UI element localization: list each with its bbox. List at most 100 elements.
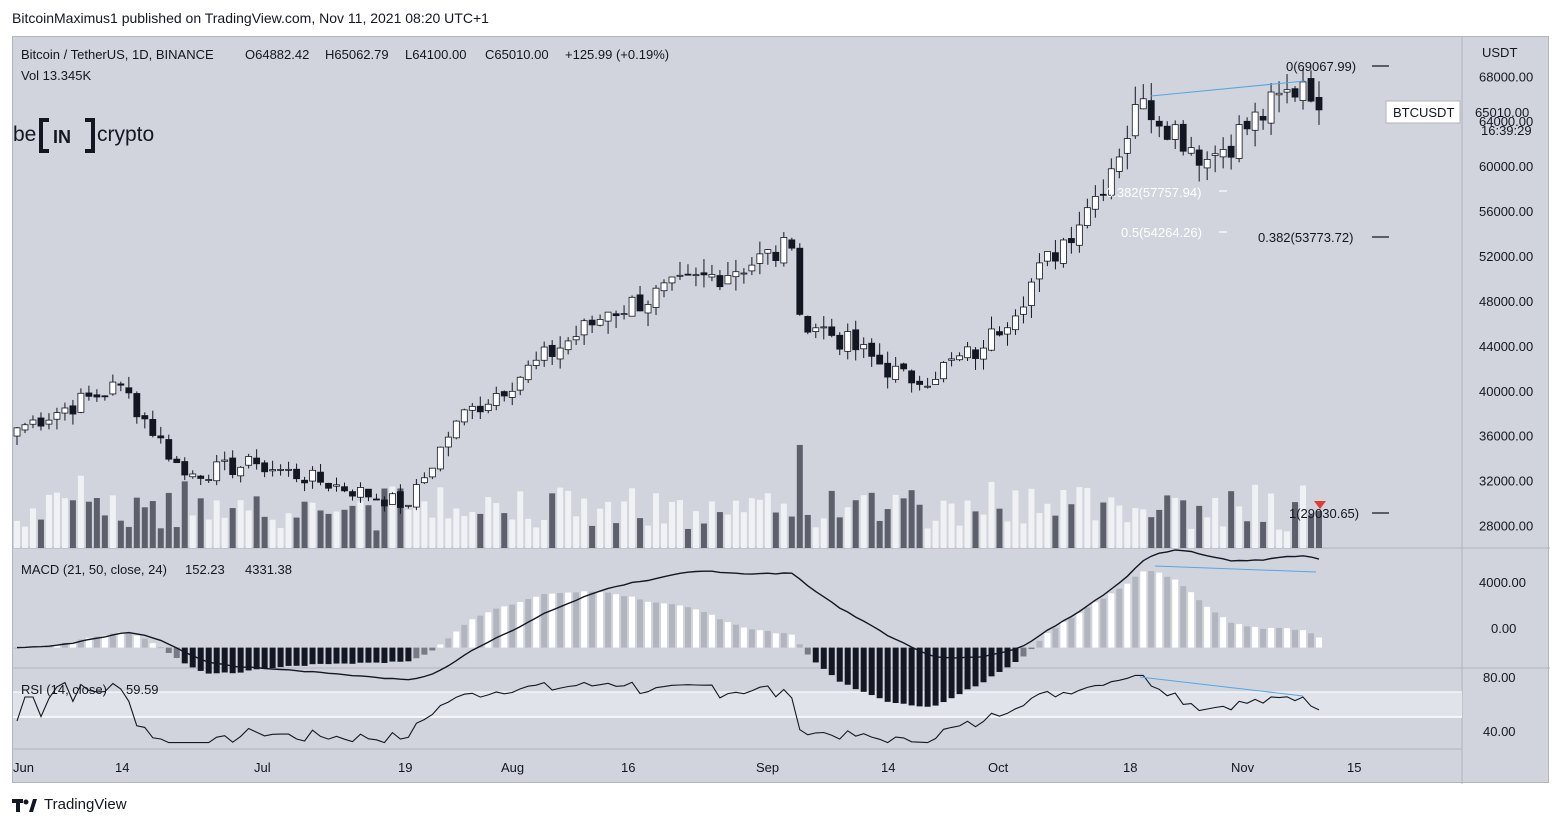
candle-body — [373, 498, 380, 501]
volume-bar — [1204, 517, 1211, 548]
candle-body — [1115, 156, 1123, 172]
macd-hist-bar — [1172, 579, 1179, 648]
volume-bar — [613, 523, 620, 548]
volume-bar — [205, 519, 212, 548]
candle-body — [285, 468, 292, 471]
macd-hist-bar — [1188, 592, 1195, 648]
macd-hist-bar — [69, 642, 76, 648]
candle-body — [636, 294, 644, 312]
footer: TradingView — [12, 796, 127, 813]
volume-bar — [21, 526, 28, 548]
macd-hist-bar — [732, 624, 739, 648]
rsi-trendline[interactable] — [1139, 676, 1304, 697]
macd-hist-bar — [14, 647, 20, 649]
candle-body — [301, 479, 308, 484]
price-axis-tick: 48000.00 — [1479, 294, 1533, 309]
macd-hist-bar — [373, 647, 380, 663]
chart-canvas[interactable]: 0(69067.99) 0.382(57757.94) 0.5(54264.26… — [13, 37, 1550, 784]
symbol-tag[interactable] — [1385, 100, 1461, 124]
macd-hist-bar — [533, 596, 540, 648]
macd-hist-bar — [764, 630, 771, 648]
volume-bar — [1228, 491, 1235, 548]
volume-bar — [341, 509, 348, 548]
candle-body — [1107, 168, 1115, 196]
volume-bar — [133, 497, 140, 548]
macd-hist-bar — [565, 592, 572, 648]
volume-bar — [453, 508, 460, 548]
chart-frame[interactable]: 0(69067.99) 0.382(57757.94) 0.5(54264.26… — [12, 36, 1550, 784]
candle-body — [740, 272, 748, 275]
candle-body — [197, 475, 205, 479]
macd-hist-bar — [676, 605, 683, 648]
macd-hist-bar — [205, 647, 212, 674]
volume-bar — [1044, 503, 1051, 548]
volume-bar — [173, 527, 180, 548]
rsi-axis-tick-1: 40.00 — [1483, 724, 1516, 739]
volume-bar — [1188, 528, 1195, 548]
candle-body — [484, 403, 492, 411]
macd-hist-bar — [716, 619, 723, 648]
candle-body — [828, 326, 836, 336]
volume-bars — [14, 444, 1322, 548]
macd-hist-bar — [700, 611, 707, 648]
macd-hist-bar — [245, 647, 252, 671]
macd-hist-bar — [828, 647, 835, 676]
candle-body — [277, 469, 284, 471]
fib-label-bottom: 1(29030.65) — [1289, 506, 1359, 521]
macd-hist-bar — [397, 647, 404, 662]
volume-bar — [908, 490, 915, 548]
legend-open: O64882.42 — [245, 47, 309, 62]
macd-hist-bar — [988, 647, 995, 677]
candle-body — [716, 275, 724, 288]
candle-body — [1275, 92, 1283, 96]
volume-bar — [653, 493, 660, 548]
macd-line — [16, 549, 1320, 681]
candle-body — [652, 287, 660, 308]
candle-body — [37, 417, 45, 427]
macd-hist-bar — [996, 647, 1003, 672]
candle-body — [133, 393, 141, 418]
volume-bar — [804, 514, 811, 548]
volume-bar — [605, 501, 612, 548]
macd-hist-bar — [1028, 647, 1035, 650]
candle-body — [389, 493, 396, 505]
candle-body — [884, 362, 892, 378]
candle-body — [588, 319, 596, 326]
macd-hist-bar — [85, 637, 92, 648]
volume-bar — [708, 501, 715, 548]
candle-body — [836, 334, 844, 350]
candle-body — [205, 479, 213, 481]
macd-hist-bar — [269, 647, 276, 669]
candle-body — [1044, 251, 1051, 262]
candle-body — [556, 347, 564, 360]
macd-hist-bar — [125, 632, 132, 648]
candle-body — [812, 327, 820, 332]
macd-trendline[interactable] — [1154, 565, 1317, 573]
macd-hist-bar — [796, 644, 803, 648]
price-trendline[interactable] — [1150, 80, 1306, 97]
price-axis-tick: 52000.00 — [1479, 249, 1533, 264]
macd-hist-bar — [381, 647, 388, 663]
volume-bar — [149, 501, 156, 548]
macd-hist-bar — [1236, 624, 1243, 648]
volume-bar — [1020, 523, 1027, 548]
volume-bar — [61, 498, 68, 548]
time-axis-tick: 16 — [621, 760, 635, 775]
volume-bar — [629, 488, 636, 548]
volume-bar — [1092, 520, 1099, 548]
candle-body — [1131, 104, 1139, 137]
time-axis-tick: Aug — [501, 760, 524, 775]
volume-bar — [637, 518, 644, 548]
candle-body — [868, 342, 876, 357]
macd-hist-bar — [932, 647, 939, 706]
macd-hist-bar — [541, 593, 548, 648]
volume-bar — [1212, 497, 1219, 548]
candle-body — [620, 313, 628, 316]
macd-hist-bar — [365, 647, 372, 663]
volume-bar — [1116, 505, 1123, 548]
volume-bar — [645, 525, 652, 548]
candle-body — [1283, 89, 1291, 93]
volume-bar — [53, 492, 60, 548]
price-axis-tick: 68000.00 — [1479, 69, 1533, 84]
candle-body — [844, 331, 852, 352]
